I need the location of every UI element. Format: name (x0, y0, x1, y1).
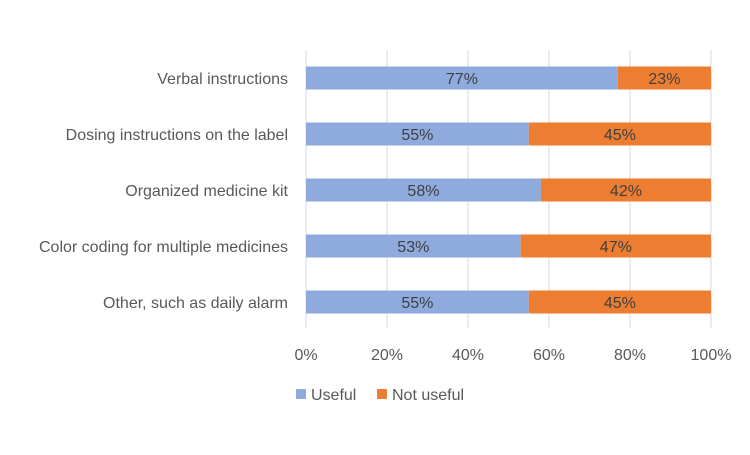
bars (306, 66, 711, 314)
bar-not-useful (528, 290, 711, 314)
bar-useful (306, 290, 529, 314)
data-label: 42% (610, 183, 642, 200)
data-label: 53% (397, 239, 429, 256)
data-label: 45% (604, 127, 636, 144)
legend-label: Not useful (392, 387, 464, 404)
data-label: 58% (407, 183, 439, 200)
legend: Useful Not useful (296, 387, 464, 404)
data-label: 23% (648, 71, 680, 88)
bar-useful (306, 122, 529, 146)
category-label: Other, such as daily alarm (103, 295, 288, 312)
category-label: Dosing instructions on the label (66, 127, 288, 144)
x-tick-label: 20% (371, 347, 403, 364)
x-tick-label: 0% (294, 347, 317, 364)
legend-swatch (296, 389, 306, 399)
category-labels: Verbal instructions Dosing instructions o… (39, 71, 289, 312)
bar-useful (306, 66, 618, 90)
category-label: Verbal instructions (157, 71, 288, 88)
bar-not-useful (520, 234, 711, 258)
x-tick-label: 100% (691, 347, 732, 364)
x-tick-label: 60% (533, 347, 565, 364)
bar-useful (306, 178, 541, 202)
bar-not-useful (617, 66, 711, 90)
x-axis-ticks: 0% 20% 40% 60% 80% 100% (294, 347, 731, 364)
data-label: 45% (604, 295, 636, 312)
data-labels: 77% 23% 55% 45% 58% 42% 53% 47% 55% 45% (397, 71, 680, 312)
data-label: 47% (600, 239, 632, 256)
bar-useful (306, 234, 521, 258)
bar-not-useful (528, 122, 711, 146)
category-label: Organized medicine kit (125, 183, 288, 200)
legend-label: Useful (311, 387, 356, 404)
data-label: 55% (401, 295, 433, 312)
data-label: 55% (401, 127, 433, 144)
category-label: Color coding for multiple medicines (39, 239, 288, 256)
data-label: 77% (446, 71, 478, 88)
legend-swatch (377, 389, 387, 399)
bar-not-useful (540, 178, 711, 202)
x-tick-label: 40% (452, 347, 484, 364)
x-tick-label: 80% (614, 347, 646, 364)
